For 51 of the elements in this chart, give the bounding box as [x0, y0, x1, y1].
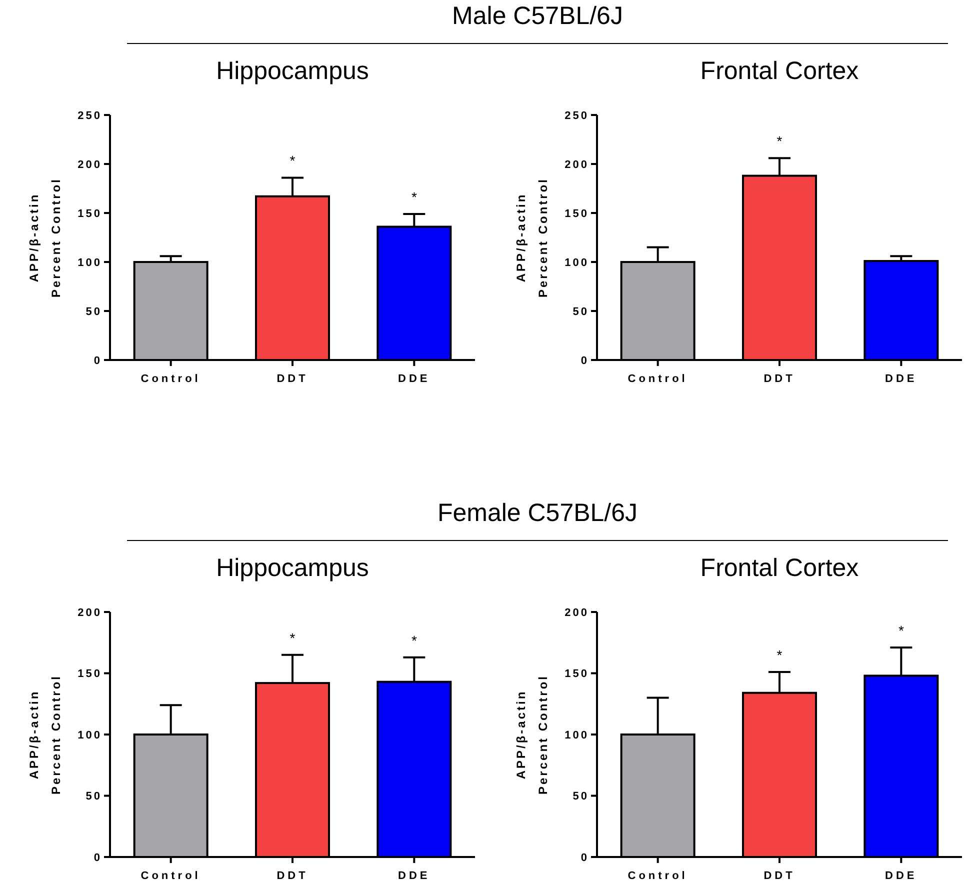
- annotation: *: [411, 188, 418, 205]
- y-tick-label: 150: [564, 208, 589, 220]
- x-tick-label: DDE: [885, 372, 918, 385]
- y-tick-label: 150: [78, 668, 102, 680]
- annotation: *: [776, 647, 783, 664]
- y-tick-label: 100: [564, 729, 589, 742]
- x-tick-label: Control: [140, 870, 201, 882]
- annotation: *: [290, 152, 296, 169]
- x-tick-label: DDT: [276, 870, 308, 882]
- x-tick-label: Control: [140, 372, 201, 385]
- chart-title: Frontal Cortex: [699, 57, 860, 86]
- y-tick-label: 100: [564, 256, 589, 269]
- chart-title: Hippocampus: [215, 554, 370, 583]
- y-tick-label: 150: [78, 208, 102, 220]
- chart-title: Hippocampus: [215, 57, 370, 86]
- x-tick-label: DDE: [885, 870, 918, 882]
- y-tick-label: 50: [86, 306, 102, 318]
- x-tick-label: DDT: [276, 372, 308, 385]
- annotation: *: [898, 622, 904, 639]
- text: Male C57BL/6J: [451, 2, 624, 31]
- x-tick-label: Control: [628, 870, 688, 882]
- chart-title: Frontal Cortex: [699, 554, 860, 583]
- text: Female C57BL/6J: [436, 499, 639, 528]
- y-axis-title: APP/β-actin Percent Control: [27, 177, 63, 298]
- y-tick-label: 250: [564, 110, 589, 122]
- y-tick-label: 50: [86, 790, 102, 803]
- annotation: *: [290, 630, 296, 646]
- x-tick-label: Control: [628, 372, 688, 385]
- x-tick-label: DDE: [398, 372, 430, 385]
- y-tick-label: 0: [580, 354, 589, 367]
- annotation: *: [411, 632, 418, 648]
- y-tick-label: 0: [94, 852, 102, 864]
- annotation: *: [776, 133, 783, 150]
- x-tick-label: DDE: [398, 870, 430, 882]
- y-tick-label: 0: [94, 354, 102, 367]
- y-axis-title: APP/β-actin Percent Control: [27, 674, 63, 795]
- x-tick-label: DDT: [764, 870, 796, 882]
- y-tick-label: 200: [78, 158, 102, 171]
- y-tick-label: 50: [572, 306, 589, 318]
- y-tick-label: 150: [564, 668, 589, 680]
- y-tick-label: 50: [572, 790, 589, 803]
- y-tick-label: 200: [78, 606, 102, 619]
- y-tick-label: 100: [78, 729, 102, 742]
- y-axis-title: APP/β-actin Percent Control: [514, 674, 550, 795]
- y-tick-label: 200: [564, 606, 589, 619]
- x-tick-label: DDT: [764, 372, 796, 385]
- y-tick-label: 100: [78, 256, 102, 269]
- y-tick-label: 0: [580, 852, 589, 864]
- y-axis-title: APP/β-actin Percent Control: [514, 177, 550, 298]
- y-tick-label: 250: [78, 110, 102, 122]
- y-tick-label: 200: [564, 158, 589, 171]
